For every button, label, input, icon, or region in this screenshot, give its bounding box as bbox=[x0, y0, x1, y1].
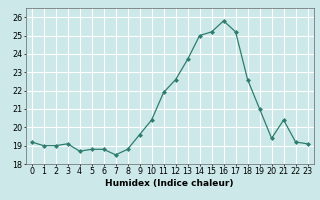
X-axis label: Humidex (Indice chaleur): Humidex (Indice chaleur) bbox=[105, 179, 234, 188]
